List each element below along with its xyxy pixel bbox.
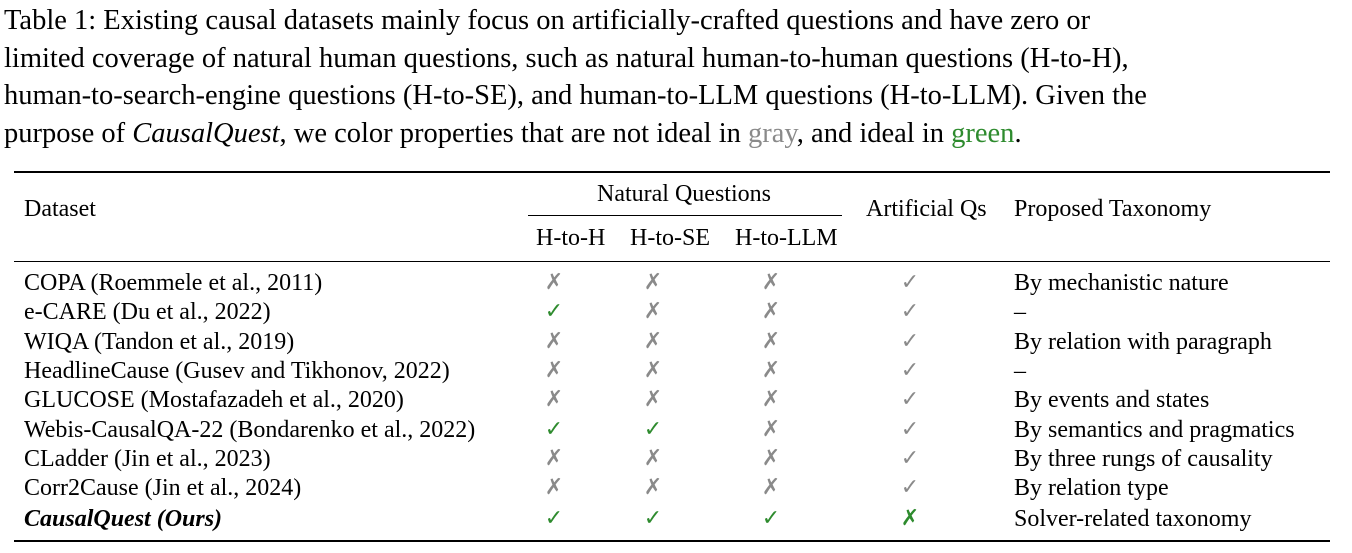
cross-icon: ✗ bbox=[643, 387, 663, 412]
check-icon: ✓ bbox=[900, 299, 920, 324]
caption-green-word: green bbox=[951, 117, 1015, 149]
caption-gray-word: gray bbox=[748, 117, 797, 149]
check-icon: ✓ bbox=[643, 417, 663, 442]
caption-line-3: human-to-search-engine questions (H-to-S… bbox=[4, 80, 1147, 111]
header-h-to-se: H-to-SE bbox=[630, 225, 710, 251]
dataset-cell: e-CARE (Du et al., 2022) bbox=[24, 299, 271, 325]
header-proposed-taxonomy: Proposed Taxonomy bbox=[1014, 196, 1212, 222]
cross-icon: ✗ bbox=[643, 446, 663, 471]
header-h-to-llm: H-to-LLM bbox=[735, 225, 838, 251]
cross-icon: ✗ bbox=[761, 270, 781, 295]
caption-text: purpose of bbox=[4, 117, 133, 149]
check-icon: ✓ bbox=[544, 417, 564, 442]
check-icon: ✓ bbox=[900, 358, 920, 383]
cross-icon: ✗ bbox=[643, 270, 663, 295]
cross-icon: ✗ bbox=[643, 475, 663, 500]
cross-icon: ✗ bbox=[643, 358, 663, 383]
check-icon: ✓ bbox=[900, 270, 920, 295]
check-icon: ✓ bbox=[544, 299, 564, 324]
header-artificial-qs: Artificial Qs bbox=[866, 196, 987, 222]
caption-text: , and ideal in bbox=[796, 117, 952, 149]
table-header-rule bbox=[14, 261, 1330, 263]
header-h-to-h: H-to-H bbox=[536, 225, 606, 251]
check-icon: ✓ bbox=[761, 506, 781, 531]
dataset-cell: Corr2Cause (Jin et al., 2024) bbox=[24, 475, 302, 501]
cross-icon: ✗ bbox=[544, 387, 564, 412]
caption-line-4: purpose of CausalQuest, we color propert… bbox=[4, 115, 1348, 153]
taxonomy-cell: By semantics and pragmatics bbox=[1014, 417, 1295, 443]
cross-icon: ✗ bbox=[643, 299, 663, 324]
taxonomy-cell: By events and states bbox=[1014, 387, 1210, 413]
cross-icon: ✗ bbox=[900, 506, 920, 531]
check-icon: ✓ bbox=[900, 417, 920, 442]
taxonomy-cell: By relation type bbox=[1014, 475, 1169, 501]
cross-icon: ✗ bbox=[544, 358, 564, 383]
dataset-cell: WIQA (Tandon et al., 2019) bbox=[24, 329, 295, 355]
table-top-rule bbox=[14, 171, 1330, 173]
cross-icon: ✗ bbox=[544, 270, 564, 295]
cross-icon: ✗ bbox=[761, 299, 781, 324]
check-icon: ✓ bbox=[900, 475, 920, 500]
check-icon: ✓ bbox=[544, 506, 564, 531]
cross-icon: ✗ bbox=[544, 329, 564, 354]
taxonomy-cell: – bbox=[1014, 358, 1026, 384]
cross-icon: ✗ bbox=[761, 446, 781, 471]
dataset-cell: CLadder (Jin et al., 2023) bbox=[24, 446, 271, 472]
header-natural-questions: Natural Questions bbox=[597, 181, 771, 207]
cross-icon: ✗ bbox=[544, 475, 564, 500]
check-icon: ✓ bbox=[900, 387, 920, 412]
dataset-cell: CausalQuest (Ours) bbox=[24, 506, 223, 532]
table-caption: Table 1: Existing causal datasets mainly… bbox=[4, 2, 1348, 152]
cross-icon: ✗ bbox=[761, 417, 781, 442]
taxonomy-cell: Solver-related taxonomy bbox=[1014, 506, 1252, 532]
caption-text: , we color properties that are not ideal… bbox=[279, 117, 748, 149]
header-dataset: Dataset bbox=[24, 196, 96, 222]
caption-text: . bbox=[1014, 117, 1022, 149]
caption-line-2: limited coverage of natural human questi… bbox=[4, 42, 1129, 74]
dataset-cell: GLUCOSE (Mostafazadeh et al., 2020) bbox=[24, 387, 404, 413]
cross-icon: ✗ bbox=[544, 446, 564, 471]
check-icon: ✓ bbox=[900, 446, 920, 471]
cross-icon: ✗ bbox=[761, 358, 781, 383]
dataset-cell: HeadlineCause (Gusev and Tikhonov, 2022) bbox=[24, 358, 450, 384]
natural-questions-rule bbox=[528, 215, 842, 217]
taxonomy-cell: By three rungs of causality bbox=[1014, 446, 1273, 472]
caption-dataset-name: CausalQuest bbox=[132, 117, 280, 149]
cross-icon: ✗ bbox=[643, 329, 663, 354]
check-icon: ✓ bbox=[643, 506, 663, 531]
dataset-cell: COPA (Roemmele et al., 2011) bbox=[24, 270, 323, 296]
cross-icon: ✗ bbox=[761, 475, 781, 500]
taxonomy-cell: – bbox=[1014, 299, 1026, 325]
cross-icon: ✗ bbox=[761, 387, 781, 412]
caption-line-1: Table 1: Existing causal datasets mainly… bbox=[4, 5, 1091, 36]
dataset-cell: Webis-CausalQA-22 (Bondarenko et al., 20… bbox=[24, 417, 476, 443]
taxonomy-cell: By relation with paragraph bbox=[1014, 329, 1272, 355]
check-icon: ✓ bbox=[900, 329, 920, 354]
taxonomy-cell: By mechanistic nature bbox=[1014, 270, 1229, 296]
table-bottom-rule bbox=[14, 540, 1330, 542]
cross-icon: ✗ bbox=[761, 329, 781, 354]
